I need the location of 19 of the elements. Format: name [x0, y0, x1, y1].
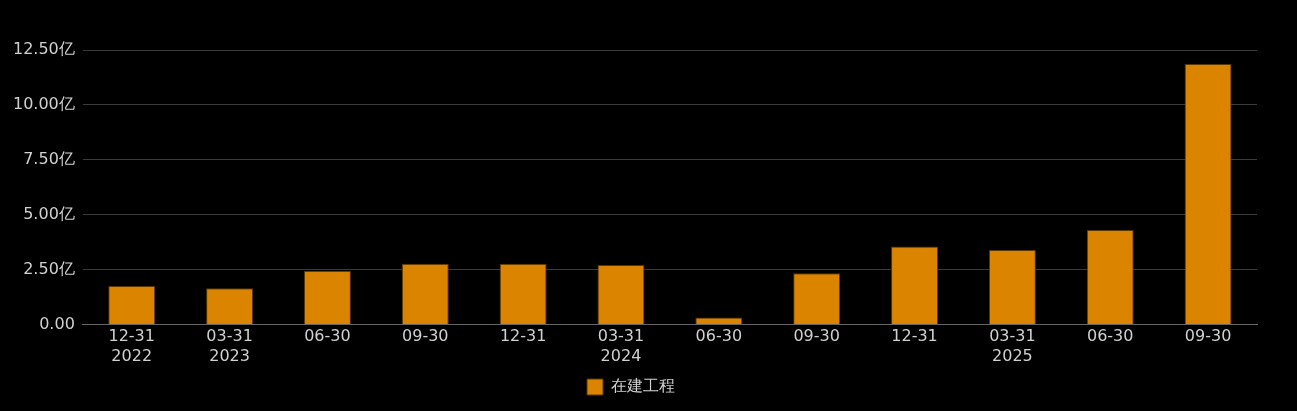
y-tick-label: 0.00 [39, 313, 75, 333]
x-tick-label: 12-31 [499, 326, 547, 346]
x-tick-label: 03-31 2024 [597, 326, 645, 365]
y-tick-label: 12.50亿 [12, 39, 75, 59]
x-tick-label: 06-30 [695, 326, 743, 346]
x-tick-label: 06-30 [1086, 326, 1134, 346]
x-tick-label: 09-30 [402, 326, 449, 346]
y-tick-label: 2.50亿 [23, 258, 75, 278]
x-tick-label: 09-30 [1184, 326, 1232, 346]
x-tick-label: 03-31 2023 [206, 326, 253, 365]
y-tick-label: 5.00亿 [23, 203, 75, 223]
x-tick-label: 12-31 2022 [108, 326, 155, 365]
x-tick-label: 09-30 [793, 326, 840, 346]
x-tick-label: 03-31 2025 [989, 326, 1036, 365]
x-tick-label: 06-30 [304, 326, 351, 346]
legend-label: 在建工程 [611, 376, 675, 396]
x-tick-label: 12-31 [891, 326, 938, 346]
y-tick-label: 10.00亿 [12, 94, 75, 114]
y-tick-label: 7.50亿 [23, 149, 75, 168]
